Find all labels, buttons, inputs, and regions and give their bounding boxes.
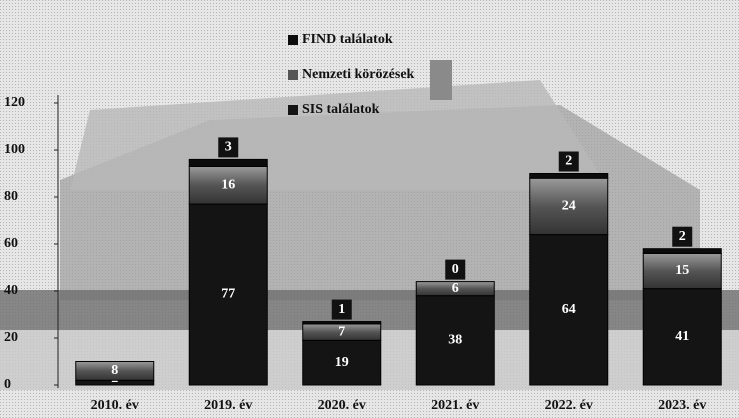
y-tick-label: 100 bbox=[4, 142, 25, 157]
data-label-box bbox=[672, 226, 693, 247]
data-label: 64 bbox=[562, 302, 576, 317]
x-tick-label: 2010. év bbox=[91, 398, 139, 413]
x-tick-label: 2020. év bbox=[318, 398, 366, 413]
bar-segment bbox=[642, 248, 722, 254]
legend-label: Nemzeti körözések bbox=[302, 67, 415, 82]
bar-segment bbox=[529, 173, 609, 179]
data-label: 38 bbox=[448, 333, 462, 348]
data-label-box bbox=[331, 299, 352, 320]
bar-segment bbox=[642, 252, 722, 290]
bar-segment bbox=[188, 165, 268, 205]
legend-label: SIS találatok bbox=[302, 102, 380, 117]
data-label: 41 bbox=[675, 329, 689, 344]
y-tick-label: 120 bbox=[4, 95, 25, 110]
y-tick-label: 20 bbox=[4, 330, 18, 345]
data-label-box bbox=[445, 259, 466, 280]
data-label-box bbox=[218, 137, 239, 158]
data-label: 2 bbox=[565, 154, 572, 169]
x-tick-label: 2019. év bbox=[204, 398, 252, 413]
data-label: 24 bbox=[562, 199, 576, 214]
x-tick-label: 2021. év bbox=[431, 398, 479, 413]
legend-swatch bbox=[288, 105, 298, 115]
bar-segment bbox=[302, 321, 382, 325]
legend-swatch bbox=[288, 35, 298, 45]
bar-segment bbox=[75, 361, 155, 381]
data-label: 7 bbox=[338, 324, 345, 339]
data-label: 77 bbox=[221, 287, 235, 302]
data-label: 8 bbox=[111, 363, 118, 378]
data-label: 0 bbox=[452, 262, 459, 277]
bar-segment bbox=[415, 281, 495, 297]
data-label: 19 bbox=[335, 355, 349, 370]
legend-swatch bbox=[288, 70, 298, 80]
y-tick-label: 80 bbox=[4, 189, 18, 204]
bar-segment bbox=[529, 234, 609, 386]
data-label: 3 bbox=[225, 140, 232, 155]
data-label: 2 bbox=[679, 229, 686, 244]
bar-segment bbox=[529, 177, 609, 236]
data-label-box bbox=[558, 151, 579, 172]
bar-segment bbox=[188, 203, 268, 386]
bar-segment bbox=[188, 158, 268, 167]
data-label: 6 bbox=[452, 281, 459, 296]
legend-label: FIND találatok bbox=[302, 32, 393, 47]
y-tick-label: 40 bbox=[4, 283, 18, 298]
data-label: 1 bbox=[338, 302, 345, 317]
bar-segment bbox=[302, 339, 382, 386]
x-tick-label: 2023. év bbox=[658, 398, 706, 413]
y-tick-label: 60 bbox=[4, 236, 18, 251]
bar-segment bbox=[642, 288, 722, 386]
data-label: 15 bbox=[675, 263, 689, 278]
data-label: 16 bbox=[221, 177, 235, 192]
x-tick-label: 2022. év bbox=[545, 398, 593, 413]
y-tick-label: 0 bbox=[4, 377, 11, 392]
bar-segment bbox=[415, 295, 495, 386]
